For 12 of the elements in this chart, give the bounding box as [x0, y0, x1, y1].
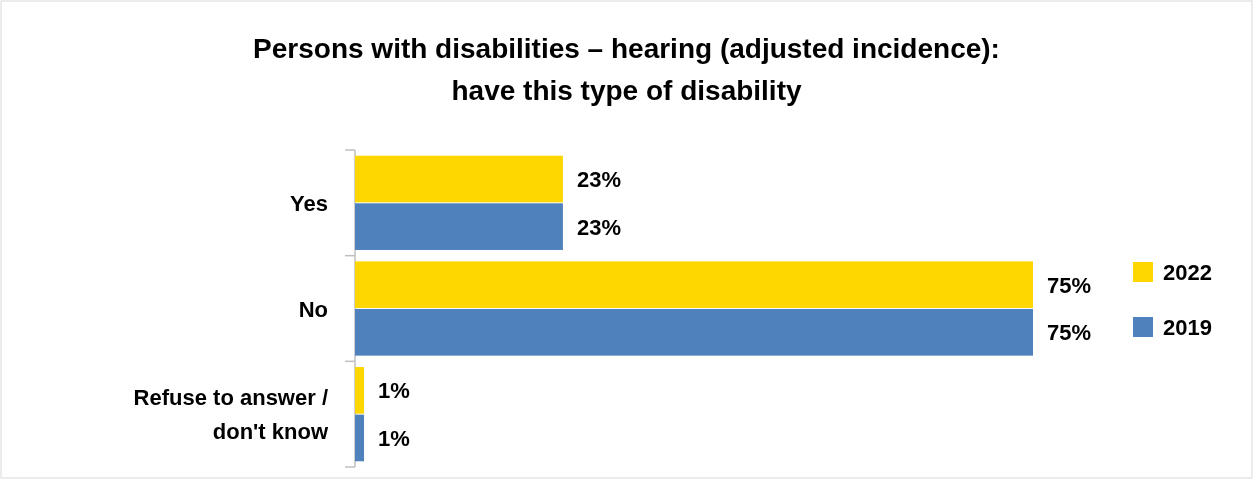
legend-label: 2019	[1163, 315, 1212, 340]
data-label: 23%	[576, 167, 621, 193]
chart-title: Persons with disabilities – hearing (adjusted incidence): have this type of disability	[253, 33, 1000, 106]
data-label: 75%	[1047, 272, 1092, 298]
data-label: 1%	[378, 425, 410, 451]
data-label: 1%	[378, 378, 410, 404]
y-tick-label: No	[298, 296, 328, 322]
data-label: 23%	[576, 214, 621, 240]
data-label: 75%	[1047, 320, 1092, 346]
y-tick-label: Yes	[290, 190, 328, 216]
legend-label: 2022	[1163, 260, 1212, 285]
y-tick-label: Refuse to answer / don't know	[133, 385, 329, 445]
